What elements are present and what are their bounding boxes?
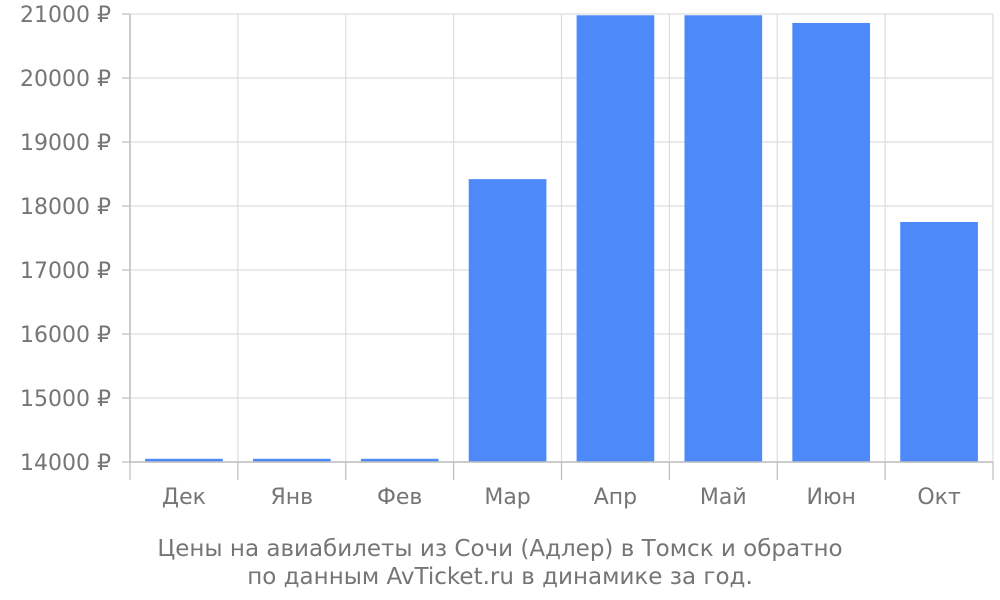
x-tick-label: Фев (377, 485, 422, 510)
x-tick-label: Июн (807, 485, 856, 510)
y-tick-label: 14000 ₽ (20, 451, 111, 476)
y-tick-label: 17000 ₽ (20, 259, 111, 284)
x-tick-label: Дек (162, 485, 206, 510)
x-tick-label: Окт (917, 485, 961, 510)
y-tick-label: 15000 ₽ (20, 387, 111, 412)
y-tick-label: 20000 ₽ (20, 67, 111, 92)
bar-7 (792, 22, 871, 463)
axes (122, 13, 994, 480)
bar-3 (360, 458, 439, 462)
bar-1 (145, 458, 223, 462)
x-tick-label: Май (700, 485, 747, 510)
x-tick-label: Мар (484, 485, 530, 510)
bar-8 (900, 222, 978, 462)
bar-2 (252, 458, 331, 462)
bar-6 (684, 15, 763, 463)
y-tick-label: 19000 ₽ (20, 131, 111, 156)
x-tick-label: Янв (270, 485, 313, 510)
y-tick-label: 18000 ₽ (20, 195, 111, 220)
bar-5 (576, 15, 655, 463)
chart-caption-line-2: по данным AvTicket.ru в динамике за год. (247, 564, 753, 590)
x-axis-ticks: Дек Янв Фев Мар Апр Май Июн Окт (162, 485, 961, 510)
grid (129, 13, 994, 463)
bar-4 (468, 179, 547, 462)
chart-caption-line-1: Цены на авиабилеты из Сочи (Адлер) в Том… (157, 536, 843, 562)
y-tick-label: 16000 ₽ (20, 323, 111, 348)
y-axis-ticks: 14000 ₽ 15000 ₽ 16000 ₽ 17000 ₽ 18000 ₽ 19000… (20, 3, 111, 476)
x-tick-label: Апр (594, 485, 637, 510)
bars (145, 15, 978, 463)
y-tick-label: 21000 ₽ (20, 3, 111, 28)
